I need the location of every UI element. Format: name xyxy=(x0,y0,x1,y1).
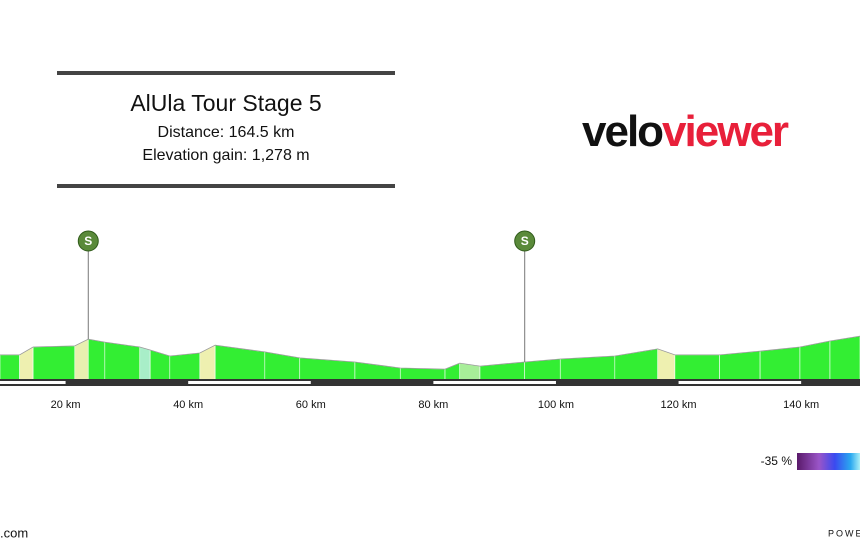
x-tick-label: 100 km xyxy=(538,399,574,411)
gradient-legend xyxy=(797,453,860,470)
x-tick-label: 140 km xyxy=(783,399,819,411)
profile-segment xyxy=(0,354,20,381)
profile-segment xyxy=(799,340,831,381)
footer-left: .com xyxy=(0,525,28,540)
profile-segment xyxy=(214,344,266,381)
sprint-label: S xyxy=(84,234,92,248)
sprint-marker xyxy=(514,230,536,252)
title: AlUla Tour Stage 5 xyxy=(130,90,321,116)
profile-segment xyxy=(479,361,526,381)
sprint-marker xyxy=(77,230,99,252)
profile-segment xyxy=(559,355,616,381)
logo: veloviewer xyxy=(582,107,789,156)
profile-segment xyxy=(264,351,301,381)
logo-part: velo xyxy=(582,107,663,156)
profile-segment xyxy=(759,346,801,381)
x-tick-label: 120 km xyxy=(661,399,697,411)
sprint-label: S xyxy=(521,234,529,248)
distance-dash xyxy=(433,381,556,384)
distance-dash xyxy=(678,381,802,384)
profile-segment xyxy=(104,341,141,381)
profile-segment xyxy=(444,362,461,381)
profile-segment xyxy=(169,352,201,381)
profile-segment xyxy=(829,335,860,381)
profile-segment xyxy=(674,354,720,381)
distance-strip xyxy=(0,379,860,386)
legend-label: -35 % xyxy=(761,454,793,468)
profile-segment xyxy=(139,346,151,381)
distance: Distance: 164.5 km xyxy=(158,124,295,141)
x-tick-label: 80 km xyxy=(418,399,448,411)
footer-right: POWE xyxy=(828,528,860,538)
profile: 20 km 40 km 60 km 80 km 100 km 120 km 140 km S S xyxy=(0,230,860,411)
profile-segment xyxy=(199,344,216,381)
profile-segment xyxy=(614,348,659,381)
logo-part: viewer xyxy=(662,107,789,156)
profile-segment xyxy=(87,338,106,381)
profile-segment xyxy=(657,348,676,381)
profile-segment xyxy=(32,345,76,381)
profile-segment xyxy=(149,349,171,381)
x-tick-label: 40 km xyxy=(173,399,203,411)
x-tick-label: 60 km xyxy=(296,399,326,411)
profile-outline xyxy=(0,335,860,370)
profile-segment xyxy=(719,350,761,381)
profile-segment xyxy=(19,346,34,381)
elevation-gain: Elevation gain: 1,278 m xyxy=(142,147,309,164)
profile-segment xyxy=(524,358,561,381)
distance-dash xyxy=(188,381,311,384)
profile-segment xyxy=(399,367,446,381)
distance-dash xyxy=(0,381,66,384)
x-tick-label: 20 km xyxy=(51,399,81,411)
